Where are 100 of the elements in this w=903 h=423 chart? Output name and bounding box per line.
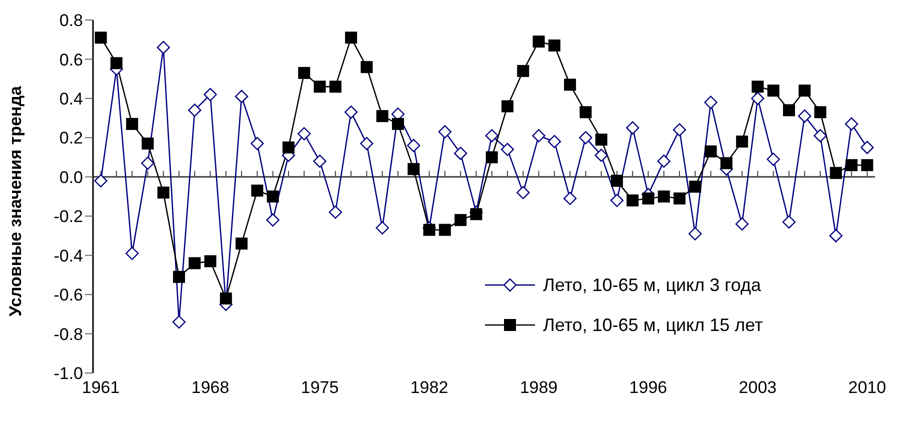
point [438,125,452,138]
point [204,255,216,268]
point [658,190,670,202]
x-tick-label: 1996 [629,378,668,398]
y-tick-label: 0.4 [59,89,83,108]
point [376,110,388,122]
point [266,213,280,227]
legend-label: Лето, 10-65 м, цикл 15 лет [543,314,763,336]
y-tick-label: -0.4 [54,246,83,266]
point [814,106,826,118]
point [328,206,342,219]
point [266,190,279,202]
x-tick-label: 1975 [300,378,339,398]
y-tick-label: -1.0 [54,364,83,384]
y-tick-label: -0.2 [54,207,83,226]
point [94,32,107,44]
point [564,78,576,91]
y-tick-label: 0.6 [59,50,83,70]
point [735,217,749,231]
point [360,61,373,74]
point [846,159,858,172]
point [298,66,310,79]
point [298,127,311,140]
point [423,224,436,236]
point [156,40,170,54]
x-tick-label: 1982 [410,378,448,398]
y-tick-label: 0.8 [59,11,83,30]
point [736,136,748,148]
point [657,154,670,168]
point [157,186,170,199]
point [532,36,545,48]
x-tick-label: 1961 [82,378,120,398]
y-tick-label: 0.2 [59,128,83,148]
y-tick-label: 0.0 [59,168,83,187]
point [360,136,374,150]
point [454,214,467,226]
point [642,192,654,204]
point [110,57,122,70]
point [626,121,640,134]
x-tick-label: 1968 [191,378,230,398]
point [782,104,795,116]
point [329,80,342,93]
x-tick-label: 2010 [848,378,886,398]
x-tick-label: 2003 [738,378,777,398]
point [830,166,842,179]
point [345,32,358,44]
point [392,118,404,130]
point [204,88,217,102]
y-tick-label: -0.8 [54,324,83,344]
point [438,224,451,236]
point [720,157,732,170]
point [126,246,139,260]
y-axis-title: Условные значения тренда [6,86,26,316]
point [798,84,811,97]
point [486,151,498,164]
point [376,221,389,234]
point [220,292,232,304]
legend-label: Лето, 10-65 м, цикл 3 года [543,274,761,296]
point [313,154,326,168]
point [172,315,186,329]
point [844,117,858,131]
point [454,146,468,160]
point [470,208,482,220]
point [344,106,358,119]
point [752,80,764,93]
point [485,129,498,142]
point [250,136,264,150]
point [173,270,186,283]
point [516,186,530,200]
point [689,180,702,193]
point [594,148,608,162]
point [829,229,842,242]
point [142,138,154,150]
point [626,194,639,206]
point [579,131,592,144]
point [314,80,326,93]
point [704,145,717,158]
point [595,134,608,146]
point [860,140,874,154]
point [234,90,248,104]
point [674,192,686,204]
point [766,152,780,166]
point [704,96,718,109]
point [126,118,138,130]
y-tick-label: -0.6 [54,286,83,305]
point [548,134,561,148]
point [236,238,248,250]
point [751,92,764,106]
point [798,109,812,123]
point [610,194,624,208]
point [861,159,874,172]
point [282,141,294,154]
point [141,156,154,170]
point [672,123,686,136]
x-tick-label: 1989 [520,378,558,398]
point [251,184,264,197]
point [688,227,702,240]
point [500,142,514,156]
point [548,39,560,52]
point [408,163,420,176]
